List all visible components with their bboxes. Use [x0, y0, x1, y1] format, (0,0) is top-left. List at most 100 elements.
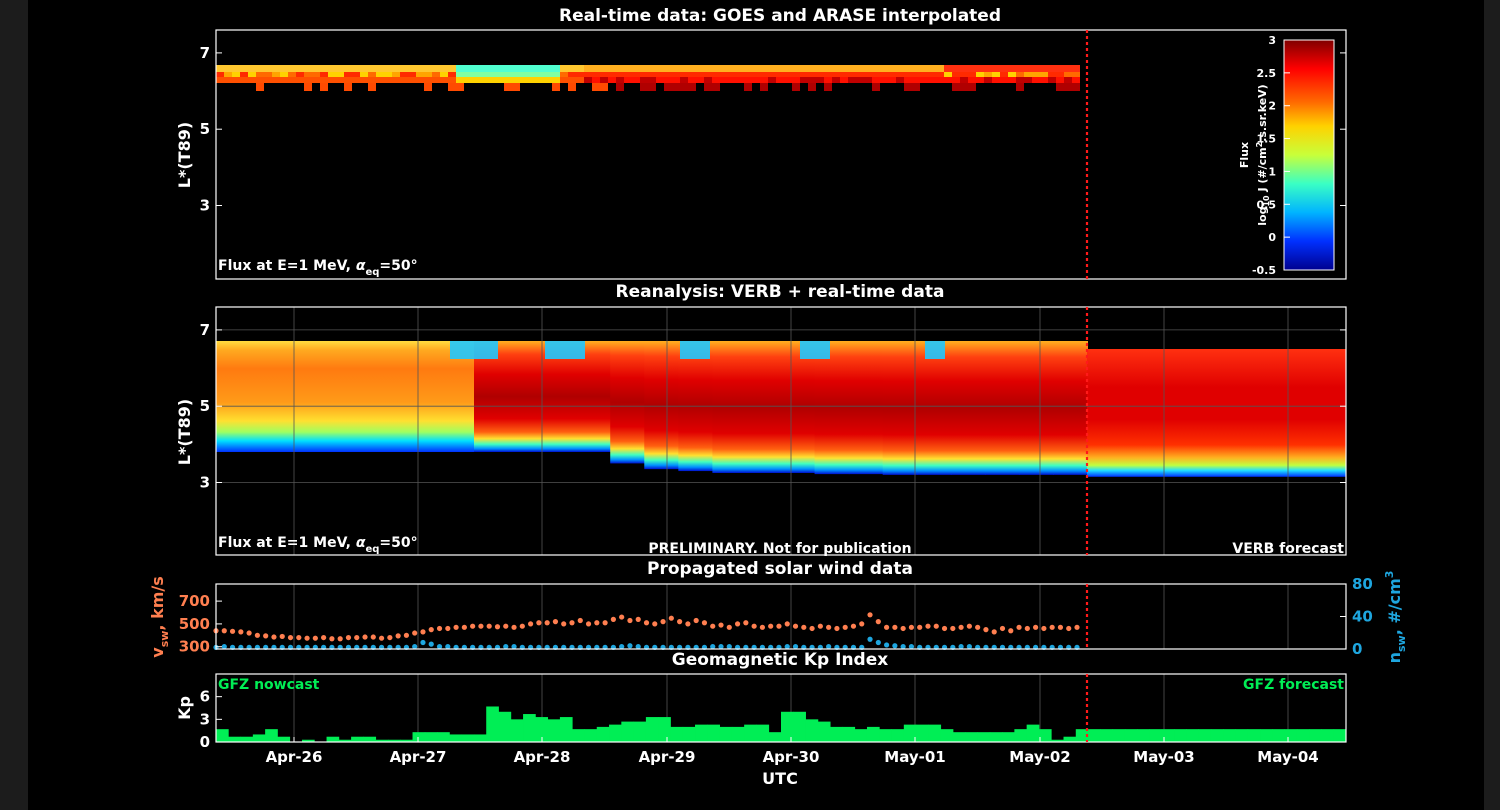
- heatmap-cell: [368, 72, 376, 77]
- heatmap-cell: [288, 72, 296, 77]
- heatmap-cell: [896, 65, 904, 72]
- reanalysis-grid: [216, 307, 1346, 555]
- kp-bar: [523, 714, 536, 742]
- heatmap-cell: [448, 83, 456, 91]
- heatmap-cell: [776, 65, 784, 72]
- kp-bar: [1309, 729, 1322, 742]
- solarwind-grid: [293, 584, 1289, 649]
- speed-point: [908, 624, 915, 630]
- kp-bar: [387, 739, 401, 742]
- heatmap-cell: [552, 65, 560, 72]
- heatmap-cell: [256, 77, 264, 83]
- kp-bar: [301, 739, 315, 742]
- heatmap-cell: [632, 65, 640, 72]
- heatmap-cell: [280, 77, 288, 83]
- kp-bar: [621, 721, 635, 742]
- kp-ylabel: Kp: [175, 696, 194, 720]
- heatmap-cell: [976, 72, 984, 77]
- heatmap-cell: [1024, 77, 1032, 83]
- kp-bar: [400, 739, 413, 742]
- heatmap-cell: [1056, 83, 1064, 91]
- kp-bar: [756, 724, 770, 742]
- speed-point: [420, 629, 426, 635]
- outer-edge-dropout: [925, 341, 945, 359]
- heatmap-cell: [616, 72, 624, 77]
- reanalysis-main-band: [508, 341, 544, 452]
- reanalysis-note: Flux at E=1 MeV, αeq=50°: [218, 535, 418, 555]
- kp-bar: [584, 729, 598, 742]
- speed-point: [387, 634, 393, 641]
- heatmap-cell: [600, 77, 608, 83]
- heatmap-cell: [656, 65, 664, 72]
- speed-point: [536, 620, 542, 626]
- heatmap-cell: [1040, 65, 1048, 72]
- heatmap-cell: [664, 72, 672, 77]
- colorbar-tick-label: 1: [1268, 165, 1276, 178]
- speed-point: [900, 625, 906, 632]
- heatmap-cell: [408, 77, 416, 83]
- heatmap-cell: [536, 65, 544, 72]
- heatmap-cell: [1024, 72, 1032, 77]
- kp-bar: [1260, 729, 1273, 742]
- kp-bar: [793, 711, 806, 742]
- heatmap-cell: [296, 77, 304, 83]
- heatmap-cell: [392, 65, 400, 72]
- speed-point: [685, 621, 691, 627]
- heatmap-cell: [672, 77, 680, 83]
- heatmap-cell: [616, 65, 624, 72]
- heatmap-cell: [280, 72, 288, 77]
- speed-point: [585, 621, 592, 627]
- heatmap-cell: [816, 77, 824, 83]
- heatmap-cell: [976, 77, 984, 83]
- kp-title: Geomagnetic Kp Index: [672, 650, 888, 670]
- heatmap-cell: [328, 65, 336, 72]
- kp-bar: [449, 734, 463, 742]
- heatmap-cell: [432, 77, 440, 83]
- heatmap-cell: [728, 77, 736, 83]
- speed-point: [453, 624, 459, 630]
- kp-bar: [1100, 729, 1114, 742]
- heatmap-cell: [696, 72, 704, 77]
- heatmap-cell: [448, 72, 456, 77]
- realtime-note: Flux at E=1 MeV, αeq=50°: [218, 258, 418, 278]
- heatmap-cell: [880, 65, 888, 72]
- heatmap-cell: [312, 65, 320, 72]
- heatmap-cell: [840, 77, 848, 83]
- heatmap-cell: [952, 83, 960, 91]
- speed-point: [494, 624, 501, 630]
- heatmap-cell: [560, 65, 568, 72]
- kp-bar: [670, 726, 684, 742]
- density-point: [420, 639, 426, 646]
- kp-bar: [596, 726, 610, 742]
- heatmap-cell: [760, 83, 768, 91]
- heatmap-cell: [640, 77, 648, 83]
- density-tick-label: 80: [1352, 575, 1373, 593]
- kp-bar: [645, 717, 659, 742]
- heatmap-cell: [512, 65, 520, 72]
- heatmap-cell: [464, 65, 472, 72]
- kp-bar: [891, 729, 905, 742]
- heatmap-cell: [1064, 77, 1072, 83]
- heatmap-cell: [216, 72, 224, 77]
- heatmap-cell: [1048, 77, 1056, 83]
- heatmap-cell: [1064, 72, 1072, 77]
- heatmap-cell: [800, 77, 808, 83]
- speed-point: [345, 634, 352, 641]
- heatmap-cell: [1000, 77, 1008, 83]
- heatmap-cell: [824, 65, 832, 72]
- kp-bar: [1124, 729, 1138, 742]
- heatmap-cell: [496, 72, 504, 77]
- speed-point: [470, 623, 476, 629]
- speed-point: [428, 627, 434, 633]
- heatmap-cell: [232, 65, 240, 72]
- heatmap-cell: [856, 72, 864, 77]
- kp-bars: [216, 706, 1347, 742]
- y-tick-label: 5: [200, 120, 210, 138]
- speed-point: [1074, 624, 1080, 630]
- reanalysis-main-band: [916, 341, 952, 475]
- heatmap-cell: [824, 72, 832, 77]
- density-point: [883, 642, 890, 648]
- heatmap-cell: [224, 72, 232, 77]
- heatmap-cell: [312, 77, 320, 83]
- heatmap-cell: [520, 65, 528, 72]
